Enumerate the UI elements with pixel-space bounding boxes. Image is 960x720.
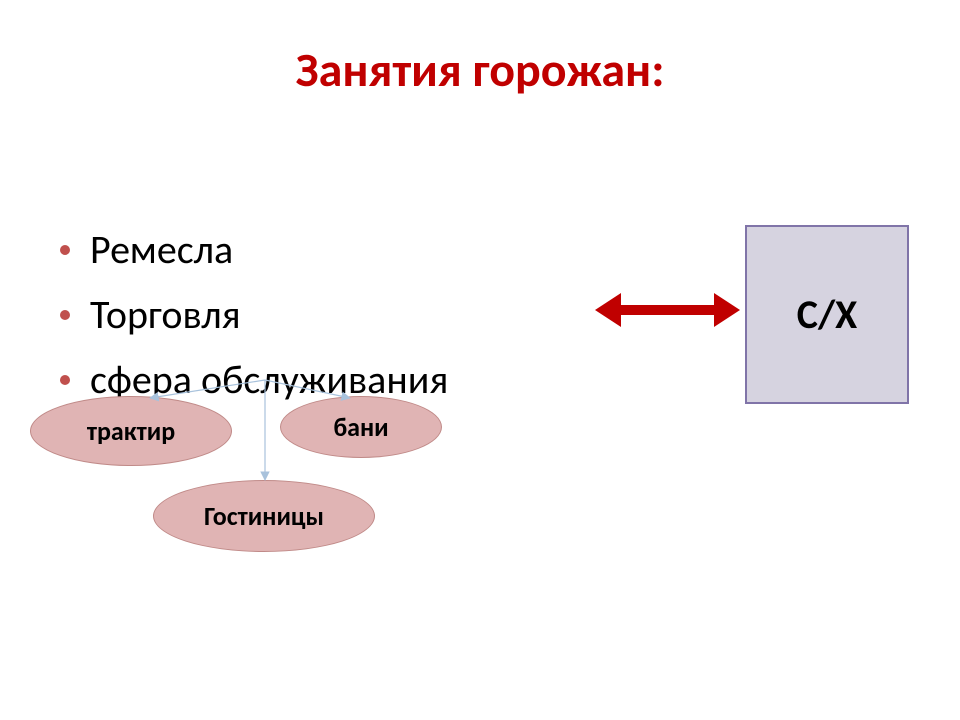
double-arrow-head-left-icon [595,293,621,327]
bullet-dot-icon [60,245,70,255]
slide-title: Занятия горожан: [0,40,960,99]
bullet-item: Торговля [60,290,241,339]
ellipse-label: бани [333,411,388,443]
double-arrow-head-right-icon [714,293,740,327]
ellipse-label: Гостиницы [204,500,324,532]
ellipse-node: трактир [30,396,232,466]
ellipse-node: Гостиницы [153,480,375,552]
agriculture-box: С/Х [745,225,909,404]
bullet-dot-icon [60,375,70,385]
bullet-label: Торговля [90,290,241,339]
ellipse-label: трактир [87,415,175,447]
slide: { "background_color": "#ffffff", "title"… [0,0,960,720]
agriculture-box-label: С/Х [797,290,857,339]
slide-title-text: Занятия горожан: [296,40,665,99]
bullet-dot-icon [60,310,70,320]
bullet-item: Ремесла [60,225,233,274]
ellipse-node: бани [280,396,442,458]
bullet-label: Ремесла [90,225,233,274]
